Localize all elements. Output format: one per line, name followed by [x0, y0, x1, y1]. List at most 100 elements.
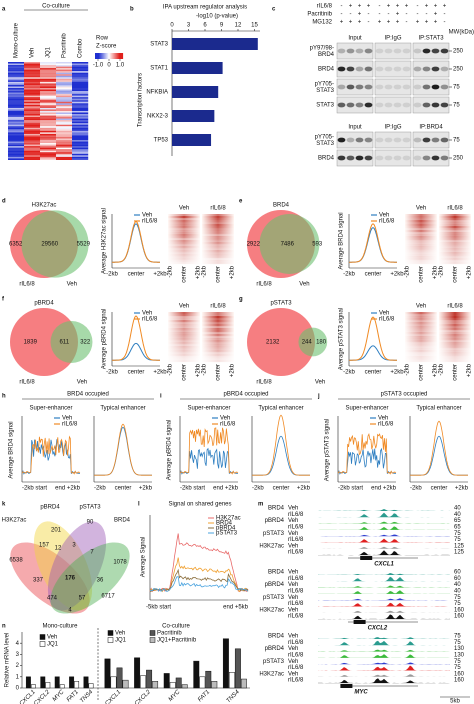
heatmap-row — [439, 230, 471, 233]
x-tick-label: +2kb — [297, 486, 311, 492]
profile-line — [149, 568, 249, 592]
profile-line — [349, 345, 397, 361]
legend-gradient — [109, 53, 111, 59]
heatmap-cell — [8, 100, 25, 102]
treatment-sign: + — [340, 20, 344, 26]
heatmap-cell — [24, 114, 41, 116]
x-tick-label: +2kb — [153, 272, 167, 278]
heatmap-row — [405, 222, 437, 225]
heatmap-tick-label: center — [453, 364, 459, 381]
heatmap-row — [202, 236, 234, 239]
bar — [222, 638, 229, 689]
x-tick-label: +2kb — [139, 486, 153, 492]
signal-track — [318, 678, 450, 684]
band — [375, 137, 384, 143]
heatmap-cell — [56, 95, 73, 98]
heatmap-cell — [40, 75, 57, 78]
heatmap-tick-label: +2kb — [196, 363, 202, 377]
venn-count: 157 — [39, 543, 50, 549]
heatmap-cell — [56, 81, 73, 84]
blot — [374, 60, 412, 78]
venn-count: 7486 — [281, 242, 295, 248]
heatmap-cell — [8, 158, 25, 160]
heatmap-cell — [56, 136, 73, 139]
heatmap-cell — [72, 77, 89, 79]
heatmap-row — [168, 248, 200, 251]
heatmap-row — [439, 262, 471, 265]
band — [337, 155, 346, 161]
signal-track — [318, 585, 450, 588]
profile-line — [252, 435, 310, 476]
heatmap-row — [405, 220, 437, 223]
heatmap-row — [202, 342, 234, 345]
treatment-sign: + — [396, 4, 400, 10]
legend-gradient — [95, 53, 97, 59]
x-tick-label: 3 — [187, 23, 191, 29]
heatmap-label: rIL6/8 — [210, 206, 226, 212]
blot — [336, 60, 374, 78]
track-mark-label: pSTAT3 — [263, 659, 285, 665]
track-row-label: Veh — [288, 595, 298, 601]
treatment-sign: + — [425, 4, 429, 10]
heatmap-cell — [72, 143, 89, 145]
heatmap-cell — [72, 150, 89, 153]
heatmap-cell — [8, 68, 25, 70]
mw-marker: 250 — [453, 49, 464, 55]
heatmap-cell — [24, 68, 41, 70]
legend-label: H3K27ac — [216, 516, 241, 522]
band — [431, 155, 440, 161]
heatmap-row — [202, 320, 234, 323]
treatment-sign: + — [405, 4, 409, 10]
blot — [374, 149, 412, 167]
heatmap-cell — [8, 84, 25, 87]
treatment-sign: + — [396, 20, 400, 26]
heatmap-cell — [8, 152, 25, 154]
legend-gradient — [110, 53, 112, 59]
band — [346, 155, 355, 161]
band — [422, 48, 431, 54]
heatmap-row — [168, 220, 200, 223]
heatmap-cell — [40, 81, 57, 84]
legend-gradient — [103, 53, 105, 59]
heatmap-cell — [40, 114, 57, 116]
legend-gradient — [101, 53, 103, 59]
heatmap-cell — [24, 107, 41, 110]
venn-count: 337 — [33, 578, 44, 584]
legend-gradient — [117, 53, 119, 59]
signal-track — [318, 674, 450, 677]
heatmap-row — [202, 218, 234, 221]
band — [413, 137, 422, 143]
blot — [374, 131, 412, 149]
heatmap-cell — [24, 92, 41, 95]
legend-gradient — [122, 53, 124, 59]
heatmap-cell — [56, 150, 73, 153]
heatmap-row — [405, 324, 437, 327]
track-row-label: rIL6/8 — [288, 614, 304, 620]
heatmap-row — [439, 330, 471, 333]
treatment-sign: - — [379, 4, 381, 10]
band — [384, 102, 393, 108]
heatmap-tick-label: -2kb — [405, 363, 411, 375]
venn-title: pSTAT3 — [270, 301, 292, 307]
heatmap-row — [405, 330, 437, 333]
column-label: Mono-culture — [14, 22, 20, 58]
heatmap-cell — [40, 106, 57, 108]
venn-count: 6717 — [101, 594, 115, 600]
track-mark-label: H3K27ac — [259, 607, 284, 613]
heatmap-cell — [72, 66, 89, 69]
track-scale: 75 — [454, 531, 461, 537]
axis-title: Average H3K27ac signal — [102, 208, 108, 274]
heatmap-cell — [24, 72, 41, 75]
bar — [163, 673, 170, 689]
heatmap-cell — [24, 91, 41, 93]
venn-ellipse — [50, 542, 130, 614]
heatmap-tick-label: -2kb — [439, 265, 445, 277]
band — [337, 48, 346, 54]
heatmap-row — [202, 242, 234, 245]
band — [402, 155, 411, 161]
heatmap-cell — [24, 69, 41, 72]
signal-track — [318, 637, 450, 639]
section-label: IP:STAT3 — [418, 36, 444, 42]
track-row-label: rIL6/8 — [288, 678, 304, 684]
band — [375, 66, 384, 72]
